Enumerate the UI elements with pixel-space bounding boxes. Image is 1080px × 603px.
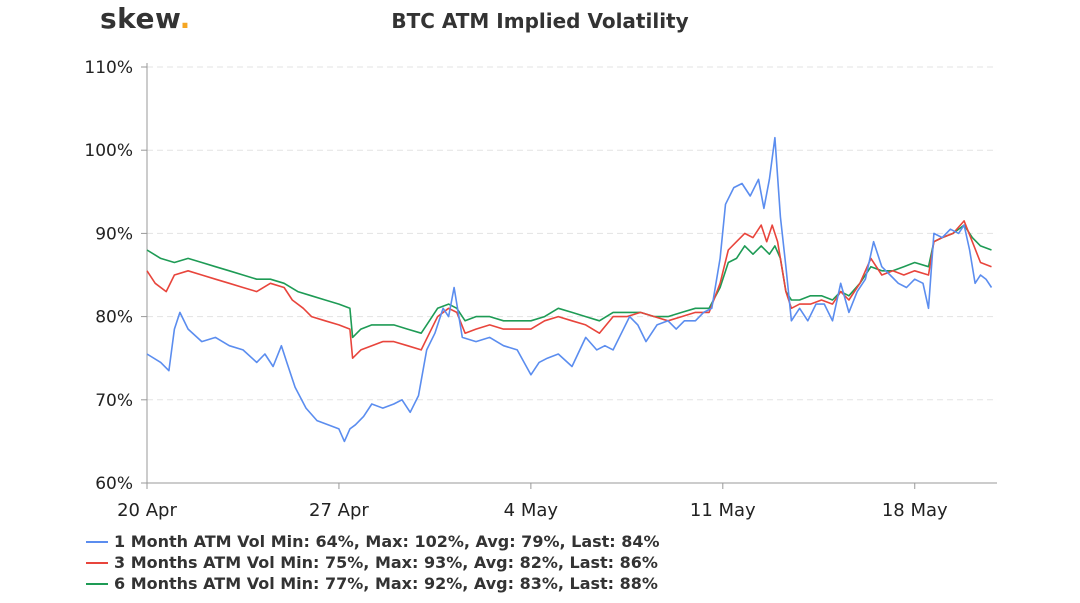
legend-swatch (86, 582, 108, 585)
legend-label: 6 Months ATM Vol Min: 77%, Max: 92%, Avg… (114, 574, 658, 593)
legend-label: 3 Months ATM Vol Min: 75%, Max: 93%, Avg… (114, 553, 658, 572)
x-tick-label: 20 Apr (117, 500, 177, 521)
y-tick-label: 70% (95, 391, 133, 411)
series-line-6-months-atm-vol (146, 224, 992, 339)
x-tick-label: 18 May (882, 500, 948, 521)
brand-dot: . (179, 2, 191, 35)
legend-item[interactable]: 1 Month ATM Vol Min: 64%, Max: 102%, Avg… (86, 531, 660, 552)
legend-label: 1 Month ATM Vol Min: 64%, Max: 102%, Avg… (114, 532, 660, 551)
legend-swatch (86, 561, 108, 564)
brand-name: skew (100, 2, 180, 35)
legend-item[interactable]: 6 Months ATM Vol Min: 77%, Max: 92%, Avg… (86, 573, 660, 594)
y-tick-label: 90% (95, 224, 133, 244)
series-line-3-months-atm-vol (146, 220, 992, 359)
x-tick-label: 4 May (504, 500, 559, 521)
y-tick-label: 80% (95, 308, 133, 328)
brand-logo: skew. (100, 2, 191, 35)
x-tick-label: 11 May (690, 500, 756, 521)
legend-item[interactable]: 3 Months ATM Vol Min: 75%, Max: 93%, Avg… (86, 552, 660, 573)
series-line-1-month-atm-vol (146, 136, 993, 443)
y-tick-label: 100% (84, 141, 133, 161)
y-tick-label: 110% (84, 58, 133, 78)
chart-legend: 1 Month ATM Vol Min: 64%, Max: 102%, Avg… (86, 531, 660, 594)
x-tick-label: 27 Apr (309, 500, 369, 521)
chart-title: BTC ATM Implied Volatility (391, 9, 689, 33)
legend-swatch (86, 540, 108, 543)
y-tick-label: 60% (95, 474, 133, 494)
